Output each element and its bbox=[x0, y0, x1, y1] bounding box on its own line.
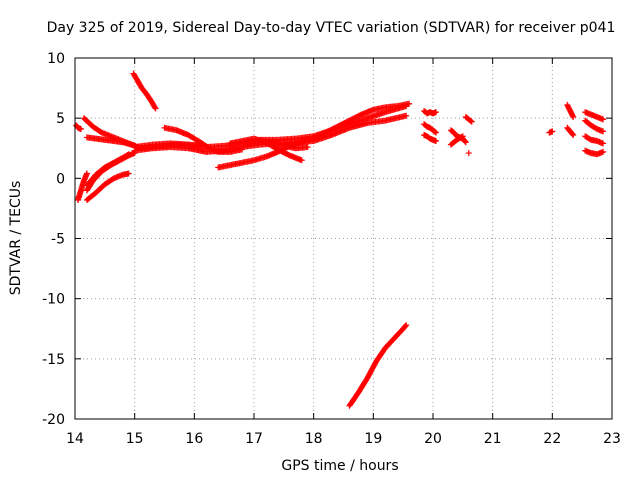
y-tick-label: -20 bbox=[42, 412, 65, 428]
x-tick-label: 19 bbox=[364, 431, 382, 447]
series-arc-v bbox=[465, 150, 472, 157]
x-tick-label: 18 bbox=[305, 431, 323, 447]
data-point bbox=[125, 170, 132, 177]
series-arc-z bbox=[582, 109, 607, 123]
x-tick-label: 22 bbox=[543, 431, 561, 447]
series-arc-ab bbox=[582, 133, 607, 147]
data-point bbox=[467, 117, 474, 124]
x-tick-label: 15 bbox=[126, 431, 144, 447]
data-point bbox=[570, 132, 577, 139]
x-tick-label: 20 bbox=[424, 431, 442, 447]
data-point bbox=[458, 133, 465, 140]
data-point bbox=[570, 113, 577, 120]
series-arc-l bbox=[215, 100, 413, 171]
y-tick-label: 10 bbox=[47, 51, 65, 67]
series-arc-u bbox=[462, 113, 475, 125]
data-point bbox=[432, 138, 439, 145]
data-point bbox=[152, 105, 159, 112]
data-point bbox=[600, 148, 607, 155]
data-point bbox=[600, 140, 607, 147]
series-arc-x bbox=[564, 101, 577, 120]
data-point bbox=[468, 118, 475, 125]
data-point bbox=[151, 104, 158, 111]
series-arc-h bbox=[130, 70, 159, 112]
data-point bbox=[432, 109, 439, 116]
data-point bbox=[406, 100, 413, 107]
series-arc-f bbox=[83, 170, 132, 203]
x-tick-label: 23 bbox=[603, 431, 621, 447]
series-arc-o bbox=[346, 322, 410, 409]
series-arc-g bbox=[83, 151, 132, 189]
data-point bbox=[600, 116, 607, 123]
data-point bbox=[77, 125, 84, 132]
x-tick-label: 21 bbox=[484, 431, 502, 447]
series-arc-p bbox=[421, 107, 439, 117]
series-arc-y bbox=[564, 124, 577, 139]
data-point bbox=[403, 322, 410, 329]
data-point bbox=[465, 150, 472, 157]
y-tick-label: -15 bbox=[42, 352, 65, 368]
y-tick-label: -5 bbox=[51, 232, 65, 248]
data-point bbox=[125, 151, 132, 158]
y-tick-label: -10 bbox=[42, 292, 65, 308]
series-arc-w bbox=[546, 128, 556, 136]
data-point bbox=[459, 133, 466, 140]
series-arc-k bbox=[161, 124, 246, 155]
data-point bbox=[600, 128, 607, 135]
chart-title: Day 325 of 2019, Sidereal Day-to-day VTE… bbox=[47, 20, 616, 36]
data-point bbox=[239, 146, 246, 153]
x-tick-label: 17 bbox=[245, 431, 263, 447]
y-tick-label: 0 bbox=[56, 171, 65, 187]
x-tick-label: 14 bbox=[66, 431, 84, 447]
series-arc-q bbox=[421, 121, 439, 136]
data-point bbox=[304, 144, 311, 151]
data-point bbox=[402, 323, 409, 330]
data-point bbox=[431, 128, 438, 135]
series-arc-ac bbox=[582, 147, 607, 158]
x-tick-label: 16 bbox=[185, 431, 203, 447]
y-tick-label: 5 bbox=[56, 111, 65, 127]
grid bbox=[75, 58, 612, 419]
data-point bbox=[83, 170, 90, 177]
series-arc-t bbox=[447, 133, 466, 148]
series-arc-n bbox=[245, 138, 311, 152]
data-point bbox=[462, 138, 469, 145]
data-point bbox=[462, 139, 469, 146]
data-point bbox=[432, 129, 439, 136]
x-axis-label: GPS time / hours bbox=[281, 458, 398, 474]
axis-ticks: 14 15 16 17 18 19 20 21 22 23 -20 -15 -10 -5 0 5 10 bbox=[42, 51, 621, 447]
series-arc-aa bbox=[582, 117, 607, 135]
series-arc-e bbox=[83, 150, 138, 194]
data-point bbox=[549, 128, 556, 135]
data-point bbox=[569, 131, 576, 138]
data-point bbox=[403, 112, 410, 119]
data-point bbox=[298, 157, 305, 164]
data-point bbox=[124, 151, 131, 158]
data-marks bbox=[73, 70, 607, 409]
series-arc-r bbox=[421, 132, 439, 145]
y-axis-label: SDTVAR / TECUs bbox=[8, 181, 24, 296]
